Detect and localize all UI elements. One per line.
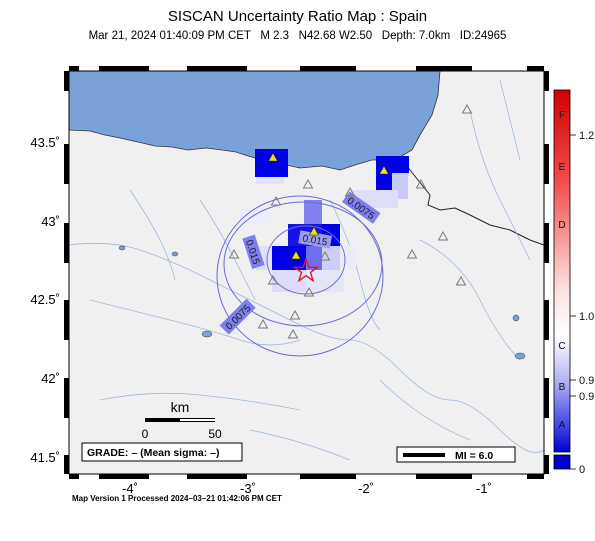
scale-max: 50	[208, 427, 222, 441]
colorbar-value: 1.2	[579, 130, 594, 142]
lon-label: -1˚	[476, 481, 492, 496]
grade-text: GRADE: – (Mean sigma: –)	[87, 447, 219, 459]
lat-label: 42˚	[41, 371, 60, 386]
colorbar-gradient	[553, 89, 571, 453]
colorbar-grade-b: B	[559, 382, 566, 393]
lat-label: 42.5˚	[30, 292, 60, 307]
colorbar-value: 1.0	[579, 311, 594, 323]
colorbar-grade-e: E	[559, 162, 566, 173]
longitude-labels: -4˚ -3˚ -2˚ -1˚	[122, 481, 492, 496]
latitude-labels: 43.5˚ 43˚ 42.5˚ 42˚ 41.5˚	[30, 135, 60, 465]
frame-ticks	[64, 66, 549, 479]
stations-open	[228, 103, 473, 339]
lon-label: -4˚	[122, 481, 138, 496]
scale-bar: km 0 50	[142, 399, 222, 441]
rivers	[69, 79, 544, 461]
lat-label: 41.5˚	[30, 450, 60, 465]
colorbar-grade-f: F	[559, 110, 565, 121]
stations-active	[267, 152, 390, 260]
contour-outer	[216, 195, 384, 357]
mi-text: MI = 6.0	[455, 450, 493, 462]
reservoirs	[118, 245, 526, 360]
lon-label: -3˚	[240, 481, 256, 496]
map-area: 0.0075 0.015 0.015 0.0075	[69, 71, 544, 474]
colorbar-grade-c: C	[558, 341, 565, 352]
colorbar-value: 0.9	[579, 375, 594, 387]
colorbar: F E D C B A 1.2 1.0 0.9 0.9 0	[553, 89, 594, 476]
lat-label: 43.5˚	[30, 135, 60, 150]
map-title: SISCAN Uncertainty Ratio Map : Spain	[167, 8, 428, 25]
epicenter-star	[292, 256, 320, 283]
contour-label: 0.015	[302, 233, 329, 248]
colorbar-grade-a: A	[559, 420, 566, 431]
colorbar-zero-swatch	[553, 454, 571, 470]
scale-min: 0	[142, 427, 149, 441]
grade-box: GRADE: – (Mean sigma: –)	[81, 442, 243, 462]
processing-note: Map Version 1 Processed 2024–03–21 01:42…	[72, 494, 282, 503]
colorbar-grade-d: D	[558, 220, 565, 231]
event-details: Mar 21, 2024 01:40:09 PM CET M 2.3 N42.6…	[88, 30, 507, 42]
lat-label: 43˚	[41, 214, 60, 229]
mi-legend-box: MI = 6.0	[396, 446, 516, 463]
scale-unit: km	[171, 399, 190, 415]
colorbar-value: 0.9	[579, 391, 594, 403]
lon-label: -2˚	[358, 481, 374, 496]
colorbar-value: 0	[579, 464, 585, 476]
